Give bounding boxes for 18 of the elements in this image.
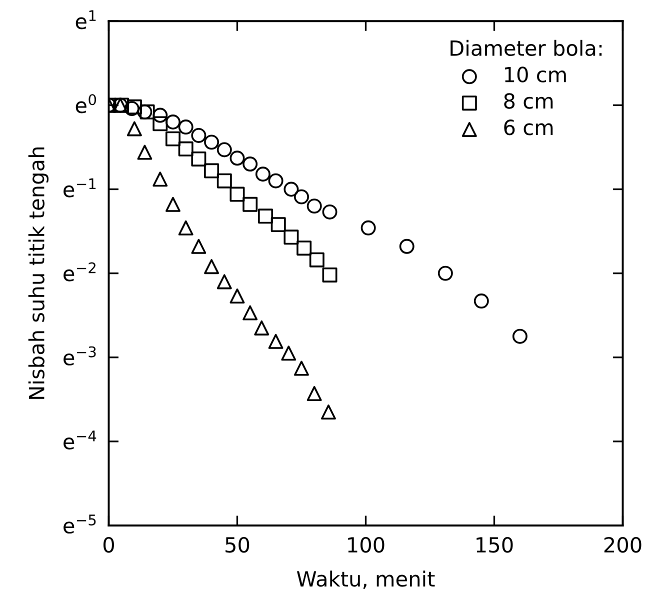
y-axis-title: Nisbah suhu titik tengah (28, 148, 49, 399)
y-tick-label: e$^{−4}$ (64, 430, 96, 450)
legend-title: Diameter bola: (450, 40, 602, 56)
x-tick-label: 200 (604, 536, 642, 553)
y-tick-label: e$^{−3}$ (64, 346, 96, 366)
legend-label: 6 cm (504, 119, 553, 136)
y-tick-label: e$^{0}$ (76, 94, 96, 114)
y-tick-label: e$^{−1}$ (64, 178, 96, 198)
y-tick-label: e$^{−2}$ (64, 262, 96, 282)
x-tick-label: 150 (476, 536, 513, 553)
legend-label: 8 cm (504, 93, 553, 109)
y-tick-label: e$^{1}$ (76, 10, 96, 30)
x-axis-title: Waktu, menit (296, 570, 435, 589)
x-tick-label: 100 (348, 536, 384, 553)
x-tick-label: 0 (103, 536, 114, 553)
y-tick-label: e$^{−5}$ (64, 514, 96, 534)
legend-label: 10 cm (505, 66, 566, 82)
x-tick-label: 50 (226, 536, 250, 553)
